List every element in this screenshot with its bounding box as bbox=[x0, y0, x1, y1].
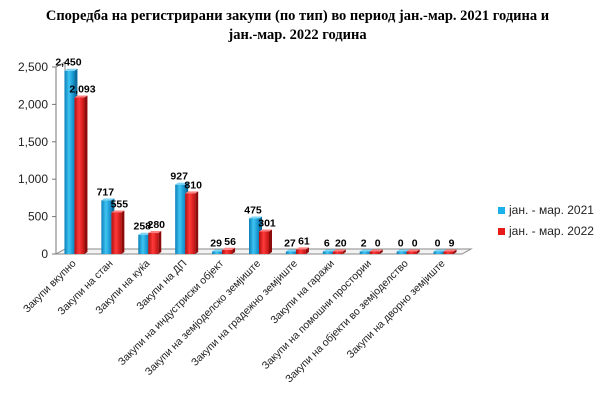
bar-side bbox=[416, 249, 420, 254]
data-label: 0 bbox=[435, 238, 441, 250]
bar-side bbox=[121, 210, 125, 254]
bar-2022 bbox=[369, 251, 380, 254]
bar-top bbox=[322, 249, 336, 252]
bar-side bbox=[342, 249, 346, 254]
bar-2022 bbox=[295, 249, 306, 254]
bar-2022 bbox=[74, 97, 85, 254]
data-label: 2 bbox=[361, 238, 367, 250]
bar-2022 bbox=[406, 251, 417, 254]
bar-2021 bbox=[212, 251, 223, 254]
data-label: 20 bbox=[335, 238, 347, 250]
data-label: 927 bbox=[170, 171, 188, 183]
chart-title-line-1: Споредба на регистрирани закупи (по тип)… bbox=[45, 8, 550, 24]
bar-2021 bbox=[249, 218, 259, 254]
bar-top bbox=[101, 198, 115, 201]
bar-top bbox=[285, 249, 299, 252]
bar-top bbox=[111, 210, 125, 213]
x-category-label: Закупи на гаражи bbox=[268, 258, 337, 327]
bar-2022 bbox=[148, 233, 159, 254]
bar-top bbox=[212, 249, 226, 252]
legend-label-2022: јан. - мар. 2022 bbox=[508, 224, 594, 238]
bar-2022 bbox=[222, 249, 233, 254]
data-label: 61 bbox=[298, 235, 310, 247]
bar-2021 bbox=[433, 251, 444, 254]
bar-top bbox=[185, 191, 199, 194]
bar-top bbox=[396, 249, 410, 252]
bar-top bbox=[433, 249, 447, 252]
bar-side bbox=[269, 229, 272, 254]
y-tick-label: 1,500 bbox=[18, 135, 48, 149]
data-label: 56 bbox=[224, 236, 236, 248]
y-tick-label: 2,500 bbox=[18, 60, 48, 74]
bar-2021 bbox=[101, 200, 112, 254]
bar-top bbox=[359, 249, 373, 252]
data-label: 27 bbox=[284, 238, 296, 250]
data-label: 9 bbox=[449, 238, 455, 250]
bar-top bbox=[259, 229, 272, 232]
bar-top bbox=[64, 68, 78, 71]
y-tick-label: 500 bbox=[28, 210, 48, 224]
bar-2021 bbox=[175, 184, 186, 254]
bar-top bbox=[295, 247, 309, 250]
data-label: 0 bbox=[375, 238, 381, 250]
bar-top bbox=[74, 95, 88, 98]
data-label: 2,450 bbox=[55, 57, 81, 69]
legend-swatch-2021 bbox=[498, 207, 505, 214]
bar-side bbox=[195, 191, 199, 254]
y-axis-top-edge bbox=[55, 61, 66, 68]
data-label: 717 bbox=[97, 186, 115, 198]
legend-swatch-2022 bbox=[498, 228, 505, 235]
bar-2021 bbox=[138, 234, 149, 254]
data-label: 280 bbox=[148, 219, 166, 231]
data-label: 0 bbox=[398, 238, 404, 250]
data-label: 475 bbox=[244, 204, 262, 216]
bar-top bbox=[175, 182, 189, 185]
bar-side bbox=[232, 247, 236, 254]
bar-side bbox=[379, 249, 383, 254]
bar-2022 bbox=[111, 212, 122, 254]
bar-2021 bbox=[64, 70, 75, 255]
data-label: 2,093 bbox=[69, 83, 95, 95]
data-label: 6 bbox=[324, 238, 330, 250]
bar-top bbox=[406, 249, 420, 252]
data-label: 258 bbox=[134, 221, 152, 233]
bar-2022 bbox=[443, 251, 454, 254]
bar-top bbox=[222, 247, 236, 250]
y-tick-label: 2,000 bbox=[18, 97, 48, 111]
bar-2022 bbox=[185, 193, 196, 254]
data-label: 0 bbox=[412, 238, 418, 250]
legend-label-2021: јан. - мар. 2021 bbox=[508, 203, 594, 217]
y-tick-label: 1,000 bbox=[18, 172, 48, 186]
bar-top bbox=[443, 249, 457, 252]
bar-top bbox=[369, 249, 383, 252]
bar-2022 bbox=[332, 251, 343, 254]
bar-top bbox=[148, 231, 162, 234]
bar-2022 bbox=[259, 231, 269, 254]
bar-2021 bbox=[285, 251, 296, 254]
data-label: 810 bbox=[184, 179, 202, 191]
chart-title: Споредба на регистрирани закупи (по тип)… bbox=[0, 7, 595, 45]
bar-side bbox=[158, 231, 162, 254]
bar-side bbox=[453, 249, 457, 254]
bar-side bbox=[305, 247, 309, 254]
chart-title-line-2: јан.-мар. 2022 година bbox=[228, 27, 367, 43]
bar-top bbox=[332, 249, 346, 252]
bar-top bbox=[138, 232, 152, 235]
bar-2021 bbox=[322, 251, 333, 254]
data-label: 29 bbox=[210, 238, 222, 250]
bar-top bbox=[249, 216, 262, 219]
data-label: 555 bbox=[111, 198, 129, 210]
bar-2021 bbox=[396, 251, 407, 254]
bar-side bbox=[84, 95, 88, 254]
bar-2021 bbox=[359, 251, 370, 254]
y-tick-label: 0 bbox=[41, 247, 48, 261]
data-label: 301 bbox=[258, 217, 276, 229]
